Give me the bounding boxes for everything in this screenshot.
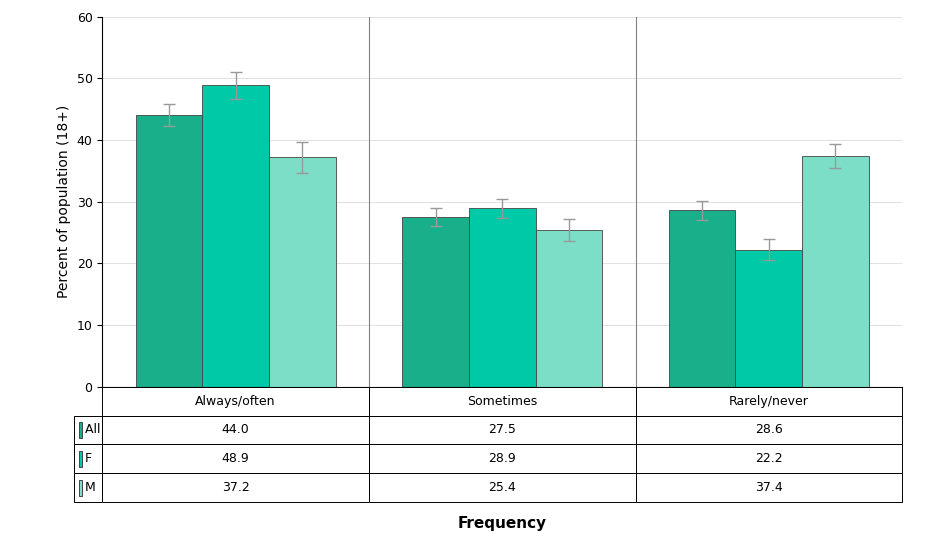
Bar [203,85,269,387]
Y-axis label: Percent of population (18+): Percent of population (18+) [57,105,71,299]
Bar [79,422,82,438]
Bar [669,210,736,387]
Bar [736,250,802,387]
Bar [536,230,603,387]
Bar [402,217,469,387]
Bar [79,451,82,467]
Bar [802,156,869,387]
Text: Frequency: Frequency [458,516,547,531]
Bar [469,209,536,387]
Bar [269,157,336,387]
Bar [79,480,82,496]
Bar [136,116,202,387]
